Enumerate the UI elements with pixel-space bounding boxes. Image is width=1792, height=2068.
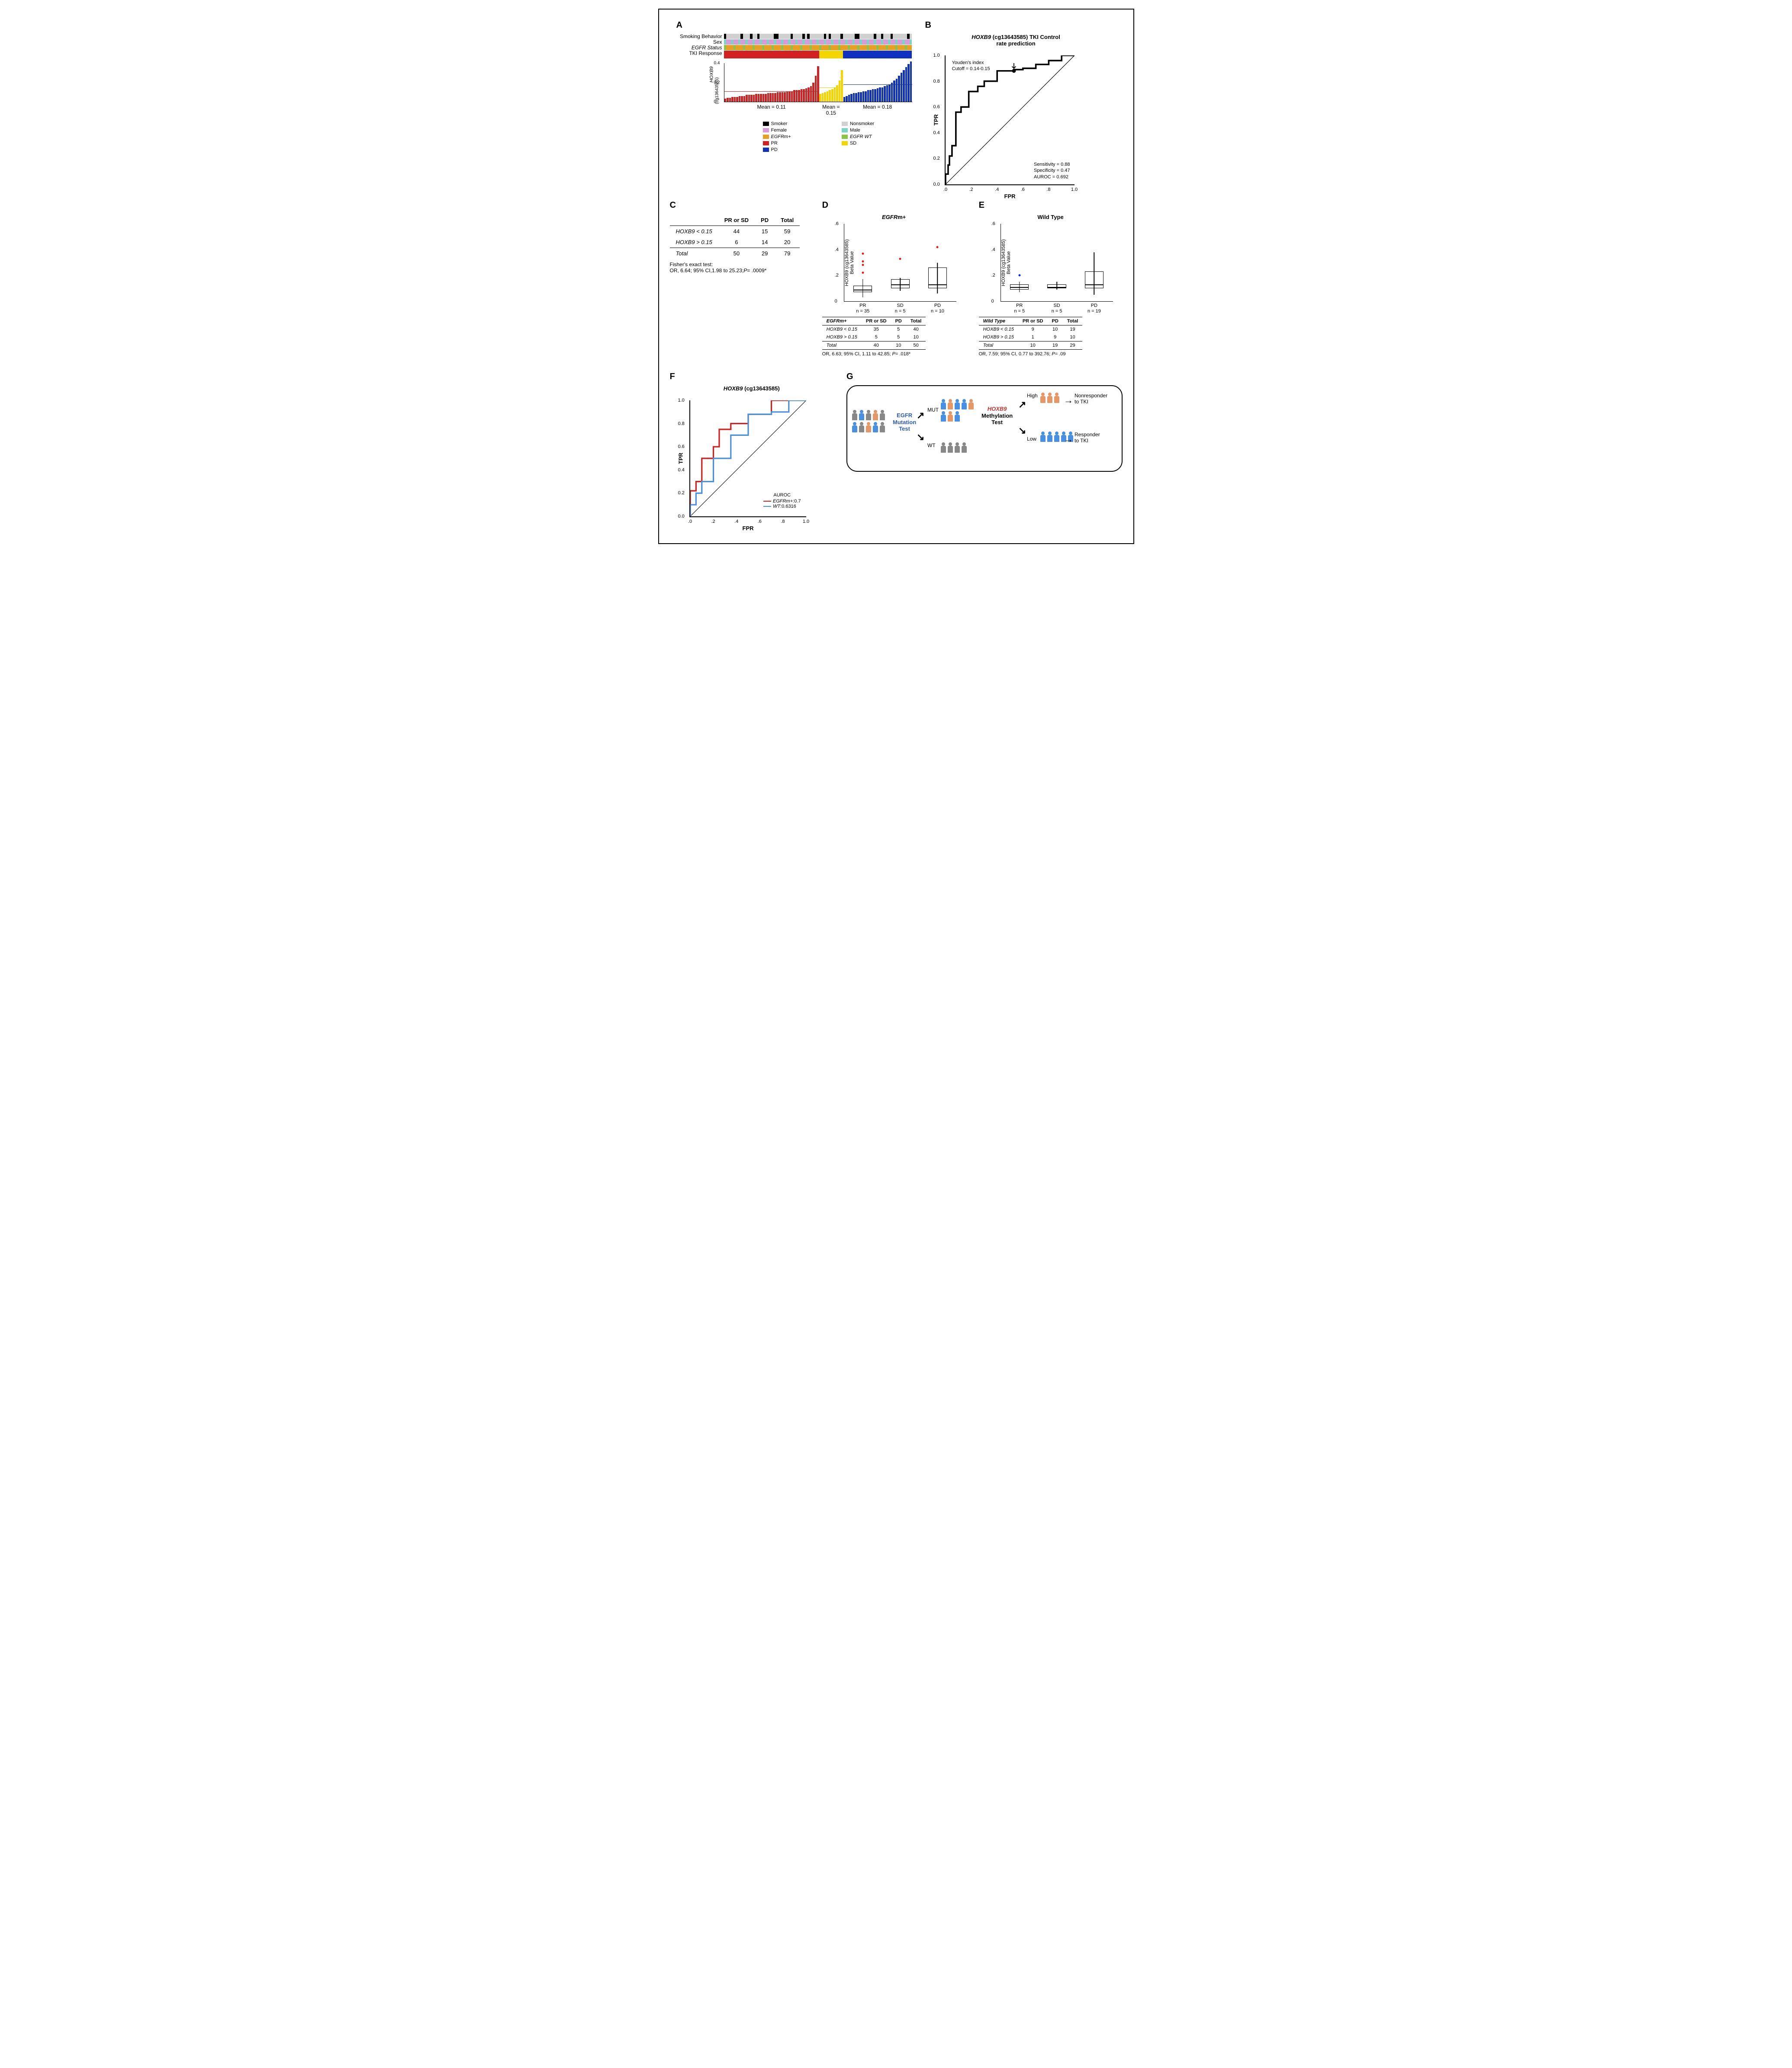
table-d: EGFRm+PR or SDPDTotalHOXB9 < 0.1535540HO… [822, 317, 926, 350]
figure-container: A Smoking Behavior Sex EGFR Status TKI R… [658, 9, 1134, 544]
panel-f-label: F [670, 372, 834, 382]
roc-f-title: HOXB9 (cg13643585) [670, 385, 834, 392]
panel-e: E Wild Type HOXB9 (cg13643585)Beta Value… [979, 200, 1123, 357]
roc-plot-f: TPR FPR 0.0.00.2.20.4.40.6.60.8.81.01.0A… [689, 400, 806, 517]
roc-plot-b: TPR FPR Youden's indexCutoff = 0.14-0.15… [945, 55, 1075, 185]
panel-a-label: A [676, 20, 912, 30]
panel-b-label: B [925, 20, 1107, 30]
panel-e-label: E [979, 200, 1123, 210]
roc-b-title: HOXB9 (cg13643585) TKI Controlrate predi… [925, 34, 1107, 47]
flowchart-g: EGFRMutationTest↗↘MUTWTHOXB9MethylationT… [846, 385, 1122, 472]
barplot-a: HOXB9 (cg13643585) 00.20.4 [724, 63, 912, 102]
table-e-caption: OR, 7.59; 95% CI, 0.77 to 392.76; P= .09 [979, 351, 1123, 357]
roc-b-xlabel: FPR [1004, 193, 1016, 200]
track-labels: Smoking Behavior Sex EGFR Status TKI Res… [676, 34, 724, 56]
panel-d-title: EGFRm+ [822, 214, 966, 220]
barplot-ylabel: HOXB9 [709, 66, 714, 82]
roc-b-ylabel: TPR [933, 114, 939, 126]
boxplot-d-ylabel: HOXB9 (cg13643585)Beta Value [844, 239, 855, 286]
panel-c: C PR or SDPDTotalHOXB9 < 0.15441559HOXB9… [670, 200, 809, 357]
panel-g-label: G [846, 372, 1122, 382]
boxplot-e: HOXB9 (cg13643585)Beta Value 0.2.4.6PRn … [1001, 224, 1113, 302]
panel-d-label: D [822, 200, 966, 210]
annotation-tracks [724, 34, 912, 59]
roc-f-ylabel: TPR [677, 453, 684, 464]
boxplot-d: HOXB9 (cg13643585)Beta Value 0.2.4.6PRn … [844, 224, 956, 302]
table-e: Wild TypePR or SDPDTotalHOXB9 < 0.159101… [979, 317, 1083, 350]
legend-a: SmokerNonsmokerFemaleMaleEGFRm+EGFR WTPR… [763, 121, 912, 152]
panel-e-title: Wild Type [979, 214, 1123, 220]
table-d-caption: OR, 6.63; 95% CI, 1.11 to 42.85; P= .018… [822, 351, 966, 357]
mean-labels: Mean = 0.11Mean = 0.15Mean = 0.18 [724, 104, 912, 116]
panel-b: B HOXB9 (cg13643585) TKI Controlrate pre… [925, 20, 1107, 185]
panel-f: F HOXB9 (cg13643585) TPR FPR 0.0.00.2.20… [670, 372, 834, 517]
table-c: PR or SDPDTotalHOXB9 < 0.15441559HOXB9 >… [670, 215, 800, 259]
panel-d: D EGFRm+ HOXB9 (cg13643585)Beta Value 0.… [822, 200, 966, 357]
panel-c-label: C [670, 200, 809, 210]
boxplot-e-ylabel: HOXB9 (cg13643585)Beta Value [1001, 239, 1011, 286]
panel-a: A Smoking Behavior Sex EGFR Status TKI R… [670, 20, 912, 185]
panel-g: G EGFRMutationTest↗↘MUTWTHOXB9Methylatio… [846, 372, 1122, 517]
roc-f-xlabel: FPR [743, 525, 754, 531]
table-c-caption: Fisher's exact test:OR, 6.64; 95% CI,1.9… [670, 261, 809, 274]
